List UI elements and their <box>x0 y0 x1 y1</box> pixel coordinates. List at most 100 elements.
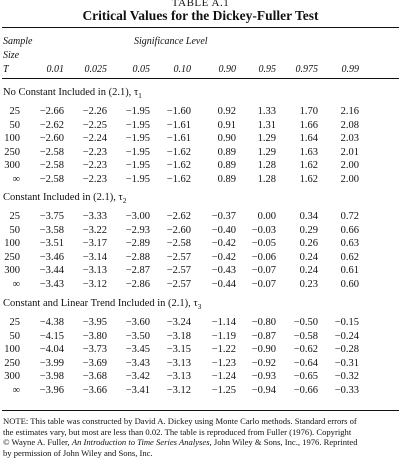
table-cell: −0.31 <box>334 357 359 369</box>
table-cell: −0.24 <box>334 330 359 342</box>
table-cell: 0.00 <box>257 211 276 222</box>
table-cell: −3.73 <box>82 344 107 355</box>
table-cell: 0.92 <box>217 106 236 117</box>
table-cell: −3.43 <box>125 357 150 369</box>
table-cell: −0.32 <box>334 371 359 382</box>
table-cell: 2.00 <box>340 173 359 185</box>
table-row: 25 −4.38 −3.95 −3.60 −3.24 −1.14 −0.80 −0.50 −0.… <box>0 317 401 330</box>
section-heading-text: No Constant Included in (2.1), <box>3 87 134 98</box>
table-cell: 0.63 <box>340 238 359 249</box>
table-cell: −1.95 <box>125 146 150 158</box>
table-cell: −3.13 <box>166 371 191 382</box>
table-cell: 0.24 <box>299 251 318 263</box>
table-cell: 1.62 <box>299 173 318 185</box>
table-cell: −0.93 <box>251 371 276 382</box>
header-size: Size <box>3 50 20 61</box>
table-cell: −4.04 <box>39 344 64 355</box>
table-cell: 0.26 <box>299 238 318 249</box>
row-sample-size: 250 <box>4 251 20 263</box>
note-line-3: © Wayne A. Fuller, An Introduction to Ti… <box>3 437 399 448</box>
table-cell: −2.89 <box>125 238 150 249</box>
table-cell: −2.58 <box>166 238 191 249</box>
section-tau: τ <box>193 298 198 309</box>
row-sample-size: 50 <box>9 119 21 131</box>
section-tau: τ <box>118 192 123 203</box>
table-cell: −1.61 <box>166 133 191 144</box>
table-row: 100 −3.51 −3.17 −2.89 −2.58 −0.42 −0.05 0.26 0.6… <box>0 238 401 251</box>
table-cell: −3.43 <box>39 278 64 290</box>
table-cell: −2.60 <box>39 133 64 144</box>
table-cell: 2.16 <box>340 106 359 117</box>
table-cell: 0.89 <box>217 173 236 185</box>
table-row: 250 −3.46 −3.14 −2.88 −2.57 −0.42 −0.06 0.24 0.6… <box>0 252 401 265</box>
table-row: 250 −2.58 −2.23 −1.95 −1.62 0.89 1.29 1.63 2.01 <box>0 147 401 160</box>
table-cell: −0.15 <box>334 317 359 328</box>
table-row: ∞ −2.58 −2.23 −1.95 −1.62 0.89 1.28 1.62 2.00 <box>0 174 401 187</box>
header-level: 0.90 <box>218 64 237 75</box>
table-cell: −3.51 <box>39 238 64 249</box>
table-cell: −0.28 <box>334 344 359 355</box>
table-row: 100 −2.60 −2.24 −1.95 −1.61 0.90 1.29 1.64 2.03 <box>0 133 401 146</box>
table-cell: −0.03 <box>251 224 276 236</box>
section-tau: τ <box>133 87 139 98</box>
table-cell: 1.63 <box>299 146 318 158</box>
header-sample: Sample <box>3 36 33 47</box>
row-sample-size: ∞ <box>12 384 21 396</box>
section-tau-subscript: 3 <box>197 302 202 312</box>
header-level: 0.99 <box>341 64 360 75</box>
table-cell: −2.62 <box>166 211 191 222</box>
table-cell: 1.62 <box>299 160 318 171</box>
table-row: 300 −2.58 −2.23 −1.95 −1.62 0.89 1.28 1.62 2.00 <box>0 160 401 173</box>
note-line-3-post: John Wiley & Sons, Inc., 1976. Reprinted <box>211 437 358 448</box>
table-cell: −2.57 <box>166 251 191 263</box>
section-heading-text: Constant and Linear Trend Included in (2… <box>3 298 194 309</box>
table-cell: −0.07 <box>251 278 276 290</box>
table-cell: −1.14 <box>211 317 236 328</box>
table-cell: −3.18 <box>166 330 191 342</box>
table-cell: −3.45 <box>125 344 150 355</box>
table-row: 50 −3.58 −3.22 −2.93 −2.60 −0.40 −0.03 0.29 0.66 <box>0 225 401 238</box>
note-line-3-pre: © Wayne A. Fuller, <box>3 437 72 448</box>
row-sample-size: 250 <box>4 146 20 158</box>
table-cell: −0.33 <box>334 384 359 396</box>
row-sample-size: 25 <box>9 106 21 117</box>
table-row: 25 −2.66 −2.26 −1.95 −1.60 0.92 1.33 1.70 2.16 <box>0 106 401 119</box>
table-cell: −2.58 <box>39 160 64 171</box>
note-book-title: An Introduction to Time Series Analyses, <box>71 437 212 448</box>
table-cell: −2.62 <box>39 119 64 131</box>
table-cell: −3.14 <box>82 251 107 263</box>
table-cell: −3.75 <box>39 211 64 222</box>
table-cell: −0.05 <box>251 238 276 249</box>
table-cell: −2.26 <box>82 106 107 117</box>
table-cell: −3.69 <box>82 357 107 369</box>
table-row: 50 −4.15 −3.80 −3.50 −3.18 −1.19 −0.87 −0.58 −0.… <box>0 331 401 344</box>
table-cell: −3.96 <box>39 384 64 396</box>
row-sample-size: 50 <box>9 330 21 342</box>
table-cell: −3.50 <box>125 330 150 342</box>
table-cell: −3.12 <box>82 278 107 290</box>
row-sample-size: 100 <box>4 238 20 249</box>
table-cell: −3.44 <box>39 265 64 276</box>
table-cell: −3.80 <box>82 330 107 342</box>
top-rule <box>2 27 399 28</box>
table-cell: −2.57 <box>166 278 191 290</box>
note-line-4: by permission of John Wiley and Sons, In… <box>3 447 153 458</box>
table-cell: −0.50 <box>293 317 318 328</box>
table-cell: −2.58 <box>39 173 64 185</box>
section-heading: Constant and Linear Trend Included in (2… <box>3 298 201 311</box>
row-sample-size: 250 <box>4 357 20 369</box>
table-cell: −0.66 <box>293 384 318 396</box>
table-cell: 1.29 <box>257 146 276 158</box>
table-cell: −3.22 <box>82 224 107 236</box>
table-row: ∞ −3.43 −3.12 −2.86 −2.57 −0.44 −0.07 0.23 0.60 <box>0 279 401 292</box>
table-cell: 1.29 <box>257 133 276 144</box>
table-cell: −0.58 <box>293 330 318 342</box>
row-sample-size: 50 <box>9 224 21 236</box>
table-cell: −0.62 <box>293 344 318 355</box>
table-cell: −3.13 <box>166 357 191 369</box>
header-level: 0.95 <box>258 64 277 75</box>
header-rule <box>2 78 399 79</box>
table-cell: 0.62 <box>340 251 359 263</box>
table-cell: −2.93 <box>125 224 150 236</box>
table-cell: 0.90 <box>217 133 236 144</box>
